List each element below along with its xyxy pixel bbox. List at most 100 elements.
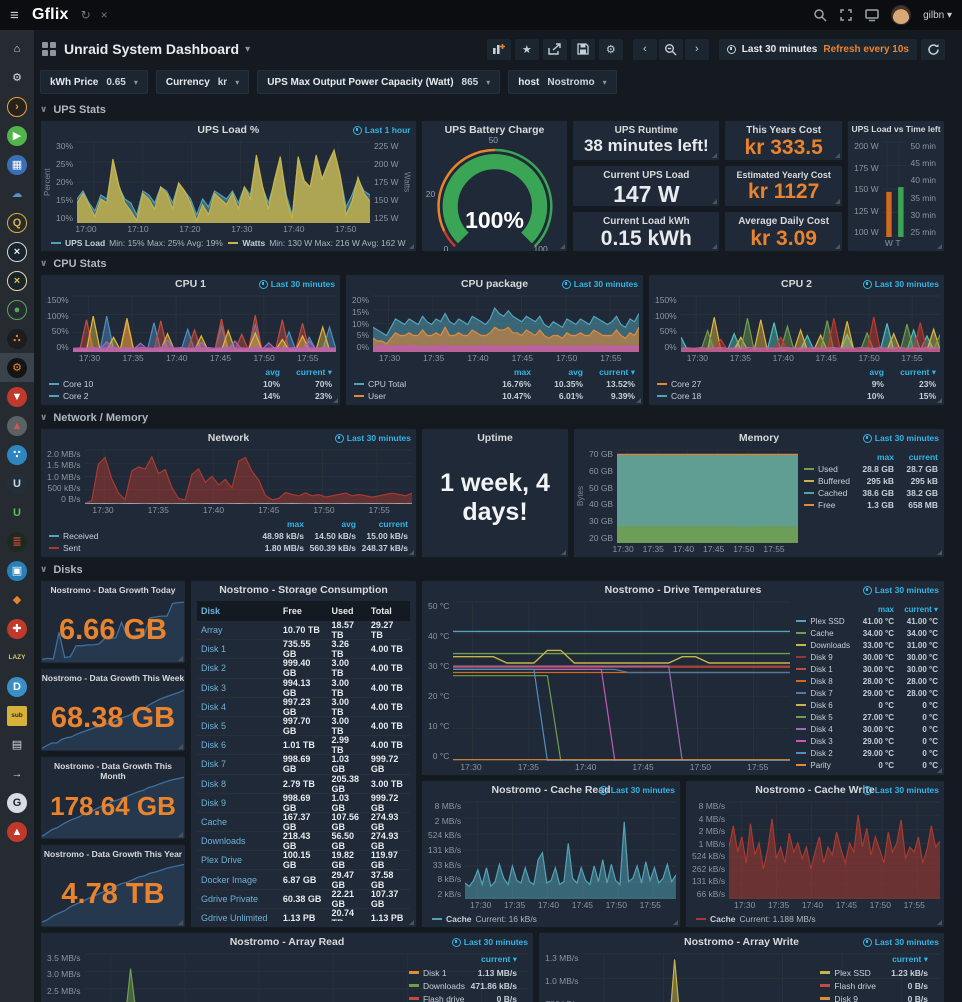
- sidebar-item-logout-icon[interactable]: →: [0, 759, 34, 788]
- panel-average-daily-cost[interactable]: Average Daily Cost kr 3.09: [724, 210, 844, 252]
- panel-time-range[interactable]: Last 30 minutes: [258, 279, 335, 289]
- panel-current-load-kwh[interactable]: Current Load kWh 0.15 kWh: [572, 210, 721, 252]
- sidebar-item-blue-dots-app-icon[interactable]: ∵: [0, 440, 34, 469]
- variable-ups-max-output[interactable]: UPS Max Output Power Capacity (Watt) 865…: [257, 70, 501, 94]
- legend-row[interactable]: Downloads 471.86 kB/s: [408, 979, 517, 992]
- sidebar-item-jackett-search-icon[interactable]: Q: [0, 208, 34, 237]
- legend-row[interactable]: Disk 4 30.00 °C 0 °C: [796, 723, 938, 735]
- panel-data-growth-today[interactable]: Nostromo - Data Growth Today 6.66 GB: [40, 580, 186, 664]
- legend-row[interactable]: Disk 7 29.00 °C 28.00 °C: [796, 687, 938, 699]
- sidebar-item-media-app-icon[interactable]: ▦: [0, 150, 34, 179]
- legend-column-header[interactable]: current ▾: [900, 366, 936, 377]
- save-dashboard-button[interactable]: [570, 38, 595, 60]
- fullscreen-icon[interactable]: [839, 8, 853, 22]
- variable-host[interactable]: host Nostromo ▾: [508, 70, 617, 94]
- panel-time-range[interactable]: Last 30 minutes: [598, 785, 675, 795]
- legend-item[interactable]: Watts Min: 130 W Max: 216 W Avg: 162 W: [228, 238, 406, 248]
- panel-this-years-cost[interactable]: This Years Cost kr 333.5: [724, 120, 844, 162]
- time-forward-button[interactable]: ›: [684, 38, 709, 60]
- sidebar-item-tautulli-icon[interactable]: ›: [0, 92, 34, 121]
- panel-ups-load-vs-time-left[interactable]: UPS Load vs Time left 200 W 175 W 150 W 125…: [847, 120, 945, 252]
- sidebar-item-github-icon[interactable]: G: [0, 788, 34, 817]
- panel-cache-write[interactable]: Nostromo - Cache Write Last 30 minutes 8…: [685, 780, 945, 928]
- legend-row[interactable]: Parity 0 °C 0 °C: [796, 759, 938, 771]
- legend-column-header[interactable]: current: [378, 519, 408, 529]
- legend-row[interactable]: Core 18 10% 15%: [657, 390, 936, 402]
- plot-area[interactable]: [582, 953, 940, 1002]
- panel-array-write[interactable]: Nostromo - Array Write Last 30 minutes 1…: [538, 932, 945, 1002]
- legend-column-header[interactable]: max: [513, 367, 531, 377]
- legend-row[interactable]: Disk 2 29.00 °C 0 °C: [796, 747, 938, 759]
- plot-area[interactable]: [77, 141, 370, 223]
- legend-item[interactable]: UPS Load Min: 15% Max: 25% Avg: 19%: [51, 238, 223, 248]
- panel-estimated-yearly-cost[interactable]: Estimated Yearly Cost kr 1127: [724, 165, 844, 207]
- add-panel-button[interactable]: [486, 38, 511, 60]
- time-back-button[interactable]: ‹: [632, 38, 657, 60]
- legend-column-header[interactable]: avg: [265, 367, 280, 377]
- panel-ups-battery-charge[interactable]: UPS Battery Charge 100% 0 20 50 100: [420, 120, 569, 252]
- section-cpu-stats[interactable]: ∨ CPU Stats: [40, 257, 107, 270]
- sidebar-item-krusader-icon[interactable]: ∴: [0, 324, 34, 353]
- share-dashboard-button[interactable]: [542, 38, 567, 60]
- sidebar-item-pihole-icon[interactable]: ✚: [0, 614, 34, 643]
- sidebar-item-shield-app-icon[interactable]: ▼: [0, 382, 34, 411]
- legend-column-header[interactable]: current ▾: [599, 366, 635, 377]
- table-column-header[interactable]: Free: [282, 606, 302, 616]
- panel-time-range[interactable]: Last 1 hour: [352, 125, 411, 135]
- section-ups-stats[interactable]: ∨ UPS Stats: [40, 103, 106, 116]
- panel-cpu-package[interactable]: CPU package Last 30 minutes 20% 15% 10% 5% 0…: [345, 274, 644, 406]
- legend-row[interactable]: Plex SSD 41.00 °C 41.00 °C: [796, 615, 938, 627]
- legend-row[interactable]: Disk 8 28.00 °C 28.00 °C: [796, 675, 938, 687]
- legend-row[interactable]: Core 2 14% 23%: [49, 390, 332, 402]
- legend-row[interactable]: Core 10 10% 70%: [49, 378, 332, 390]
- sidebar-item-grafana-gear-icon[interactable]: ⚙: [0, 353, 34, 382]
- hamburger-menu-icon[interactable]: ≡: [10, 6, 19, 24]
- dashboard-settings-button[interactable]: ⚙: [598, 38, 623, 60]
- legend-row[interactable]: Free 1.3 GB 658 MB: [804, 499, 938, 511]
- plot-area[interactable]: [680, 295, 940, 352]
- panel-drive-temperatures[interactable]: Nostromo - Drive Temperatures Last 30 mi…: [421, 580, 945, 776]
- dashboard-title[interactable]: Unraid System Dashboard: [64, 41, 240, 57]
- legend-row[interactable]: Flash drive 0 B/s: [820, 979, 928, 992]
- legend-row[interactable]: Used 28.8 GB 28.7 GB: [804, 463, 938, 475]
- legend-row[interactable]: Flash drive 0 B/s: [408, 992, 517, 1002]
- plot-area[interactable]: [84, 953, 529, 1002]
- sidebar-item-netdata-icon[interactable]: ▲: [0, 411, 34, 440]
- display-icon[interactable]: [865, 8, 879, 22]
- panel-ups-load[interactable]: UPS Load % Last 1 hour Percent 30% 25% 20% 1…: [40, 120, 417, 252]
- panel-time-range[interactable]: Last 30 minutes: [862, 279, 939, 289]
- legend-column-header[interactable]: current: [908, 452, 938, 462]
- legend-column-header[interactable]: max: [286, 519, 304, 529]
- legend-row[interactable]: Received 48.98 kB/s 14.50 kB/s 15.00 kB/s: [49, 530, 408, 542]
- legend-column-header[interactable]: avg: [341, 519, 356, 529]
- sidebar-item-settings-gear-icon[interactable]: ⚙: [0, 63, 34, 92]
- plot-area[interactable]: [882, 141, 907, 237]
- sidebar-item-prometheus-icon[interactable]: ▲: [0, 817, 34, 846]
- legend-row[interactable]: CPU Total 16.76% 10.35% 13.52%: [354, 378, 635, 390]
- legend-item[interactable]: Cache Current: 1.188 MB/s: [696, 914, 816, 924]
- search-icon[interactable]: [813, 8, 827, 22]
- sidebar-item-dozzle-icon[interactable]: ▣: [0, 556, 34, 585]
- legend-column-header[interactable]: current ▾: [296, 366, 332, 377]
- panel-time-range[interactable]: Last 30 minutes: [862, 433, 939, 443]
- legend-row[interactable]: Disk 5 27.00 °C 0 °C: [796, 711, 938, 723]
- panel-ups-runtime[interactable]: UPS Runtime 38 minutes left!: [572, 120, 721, 162]
- sidebar-item-droplet-app-icon[interactable]: D: [0, 672, 34, 701]
- panel-data-growth-week[interactable]: Nostromo - Data Growth This Week 68.38 G…: [40, 668, 186, 752]
- sidebar-item-stats-bars-icon[interactable]: ≣: [0, 527, 34, 556]
- sidebar-item-calibre-library-icon[interactable]: ▤: [0, 730, 34, 759]
- panel-time-range[interactable]: Last 30 minutes: [862, 585, 939, 595]
- panel-current-ups-load[interactable]: Current UPS Load 147 W: [572, 165, 721, 207]
- panel-time-range[interactable]: Last 30 minutes: [451, 937, 528, 947]
- zoom-out-button[interactable]: [658, 38, 683, 60]
- plot-area[interactable]: [729, 801, 940, 899]
- refresh-dashboard-button[interactable]: [921, 38, 945, 60]
- table-column-header[interactable]: Used: [331, 606, 354, 616]
- legend-column-header[interactable]: current ▾: [892, 954, 928, 964]
- legend-row[interactable]: Cache 34.00 °C 34.00 °C: [796, 627, 938, 639]
- sidebar-item-unifi-icon[interactable]: U: [0, 469, 34, 498]
- panel-uptime[interactable]: Uptime 1 week, 4 days!: [421, 428, 569, 558]
- panel-cache-read[interactable]: Nostromo - Cache Read Last 30 minutes 8 …: [421, 780, 681, 928]
- legend-column-header[interactable]: avg: [568, 367, 583, 377]
- table-column-header[interactable]: Total: [370, 606, 392, 616]
